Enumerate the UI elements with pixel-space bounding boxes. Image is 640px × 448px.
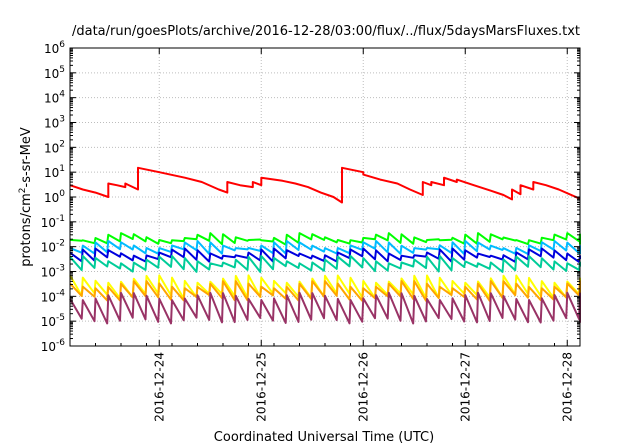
y-tick-label: 106 (44, 40, 65, 56)
y-axis-title: protons/cm2-s-sr-MeV (18, 127, 34, 267)
y-tick-label: 105 (44, 65, 65, 81)
x-axis-title: Coordinated Universal Time (UTC) (214, 430, 434, 445)
series-line-5 (69, 255, 581, 273)
x-tick-label: 2016-12-24 (152, 352, 166, 422)
y-tick-label: 104 (44, 90, 65, 106)
series-line-3 (69, 240, 581, 255)
y-tick-label: 101 (44, 164, 65, 180)
y-tick-label: 10-6 (41, 338, 66, 354)
x-axis: 2016-12-24 2016-12-25 2016-12-26 2016-12-27… (69, 48, 581, 422)
y-tick-label: 102 (44, 139, 65, 155)
series-line-4 (69, 247, 581, 263)
series-line-8 (69, 291, 581, 325)
x-tick-label: 2016-12-28 (560, 352, 574, 422)
series-layer (69, 166, 581, 325)
series-line-1 (69, 166, 581, 204)
y-tick-label: 10-5 (41, 313, 65, 329)
x-tick-label: 2016-12-27 (458, 352, 472, 422)
series-line-7 (69, 280, 581, 302)
y-tick-label: 103 (44, 115, 65, 131)
y-tick-label: 10-1 (41, 214, 65, 230)
x-tick-label: 2016-12-25 (254, 352, 268, 422)
y-tick-label: 100 (44, 189, 65, 205)
y-tick-label: 10-3 (41, 264, 65, 280)
y-tick-label: 10-4 (41, 288, 66, 304)
series-line-2 (69, 232, 581, 246)
y-tick-label: 10-2 (41, 239, 65, 255)
x-tick-label: 2016-12-26 (356, 352, 370, 422)
y-axis: 10-6 10-5 10-4 10-3 10-2 10-1 100 101 102 103 104 1… (41, 40, 580, 354)
chart-title: /data/run/goesPlots/archive/2016-12-28/0… (72, 24, 580, 39)
